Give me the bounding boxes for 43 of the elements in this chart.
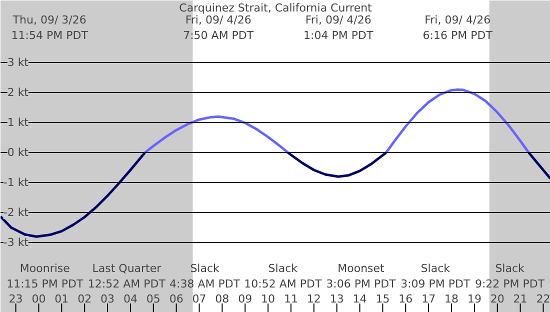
x-tick-label: 12 bbox=[306, 292, 321, 306]
x-tick-label: 14 bbox=[352, 292, 367, 306]
y-tick-label: 1 kt bbox=[7, 116, 30, 130]
x-tick-label: 10 bbox=[261, 292, 276, 306]
annotation: Moonrise 11:15 PM PDT bbox=[6, 262, 84, 290]
x-tick-label: 08 bbox=[215, 292, 230, 306]
x-tick-label: 04 bbox=[123, 292, 138, 306]
x-tick-label: 09 bbox=[238, 292, 252, 306]
y-tick-label: 0 kt bbox=[7, 146, 30, 160]
x-tick-label: 11 bbox=[284, 292, 298, 306]
x-tick-label: 13 bbox=[330, 292, 344, 306]
y-tick-label: 2 kt bbox=[7, 86, 30, 100]
annotation: Slack 9:22 PM PDT bbox=[474, 262, 545, 290]
annotation: Last Quarter 12:52 AM PDT bbox=[88, 262, 166, 290]
x-tick-label: 15 bbox=[376, 292, 390, 306]
x-tick-label: 05 bbox=[146, 292, 160, 306]
y-tick-label: -2 kt bbox=[3, 206, 30, 220]
x-tick-label: 02 bbox=[78, 292, 92, 306]
annotation: Moonset 3:06 PM PDT bbox=[326, 262, 396, 290]
x-tick-label: 16 bbox=[398, 292, 413, 306]
x-tick-label: 20 bbox=[490, 292, 504, 306]
x-tick-label: 19 bbox=[467, 292, 482, 306]
x-tick-label: 06 bbox=[169, 292, 184, 306]
x-tick-label: 03 bbox=[100, 292, 115, 306]
x-tick-label: 00 bbox=[32, 292, 46, 306]
x-tick-label: 01 bbox=[54, 292, 69, 306]
annotation: Fri, 09/ 4/26 7:50 AM PDT bbox=[183, 14, 254, 42]
x-tick-label: 07 bbox=[192, 292, 206, 306]
x-tick-label: 23 bbox=[8, 292, 23, 306]
x-tick-label: 17 bbox=[422, 292, 436, 306]
x-tick-label: 21 bbox=[513, 292, 528, 306]
x-tick-label: 18 bbox=[444, 292, 459, 306]
chart-title: Carquinez Strait, California Current bbox=[179, 2, 373, 14]
y-tick-label: 3 kt bbox=[7, 56, 30, 70]
annotation: Fri, 09/ 4/26 1:04 PM PDT bbox=[304, 14, 374, 42]
x-tick-label: 22 bbox=[536, 292, 550, 306]
annotation: Slack 3:09 PM PDT bbox=[400, 262, 470, 290]
annotation: Fri, 09/ 4/26 6:16 PM PDT bbox=[422, 14, 493, 42]
y-tick-label: -1 kt bbox=[3, 176, 30, 190]
annotation: Slack 4:38 AM PDT bbox=[170, 262, 240, 290]
y-tick-label: -3 kt bbox=[3, 236, 30, 250]
annotation: Thu, 09/ 3/26 11:54 PM PDT bbox=[11, 14, 88, 42]
annotation: Slack 10:52 AM PDT bbox=[244, 262, 322, 290]
